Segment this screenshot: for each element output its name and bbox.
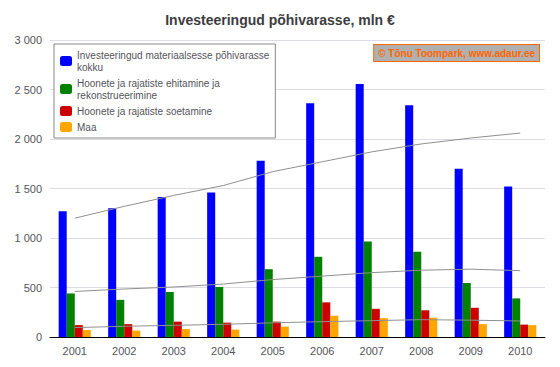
svg-text:2001: 2001 bbox=[63, 345, 87, 357]
svg-text:1 000: 1 000 bbox=[14, 232, 42, 244]
svg-text:Hoonete ja rajatiste soetamine: Hoonete ja rajatiste soetamine bbox=[77, 106, 213, 117]
svg-text:Maa: Maa bbox=[77, 122, 97, 133]
svg-text:2008: 2008 bbox=[409, 345, 433, 357]
svg-text:2 500: 2 500 bbox=[14, 84, 42, 96]
svg-text:0: 0 bbox=[36, 331, 42, 343]
svg-text:rekonstrueerimine: rekonstrueerimine bbox=[77, 90, 157, 101]
svg-text:2010: 2010 bbox=[508, 345, 532, 357]
svg-text:Investeeringud põhivarasse, ml: Investeeringud põhivarasse, mln € bbox=[165, 12, 395, 28]
svg-text:Investeeringud materiaalsesse: Investeeringud materiaalsesse põhivarass… bbox=[77, 50, 270, 61]
svg-text:2 000: 2 000 bbox=[14, 133, 42, 145]
svg-text:3 000: 3 000 bbox=[14, 34, 42, 46]
svg-text:2007: 2007 bbox=[360, 345, 384, 357]
svg-text:2009: 2009 bbox=[459, 345, 483, 357]
svg-text:Hoonete ja rajatiste ehitamine: Hoonete ja rajatiste ehitamine ja bbox=[77, 78, 220, 89]
svg-text:1 500: 1 500 bbox=[14, 183, 42, 195]
svg-text:2006: 2006 bbox=[310, 345, 334, 357]
svg-text:2004: 2004 bbox=[211, 345, 235, 357]
svg-text:© Tõnu Toompark, www.adaur.ee: © Tõnu Toompark, www.adaur.ee bbox=[378, 48, 535, 59]
svg-text:500: 500 bbox=[24, 282, 42, 294]
svg-text:2005: 2005 bbox=[261, 345, 285, 357]
svg-text:2003: 2003 bbox=[162, 345, 186, 357]
svg-text:2002: 2002 bbox=[112, 345, 136, 357]
svg-text:kokku: kokku bbox=[77, 62, 103, 73]
